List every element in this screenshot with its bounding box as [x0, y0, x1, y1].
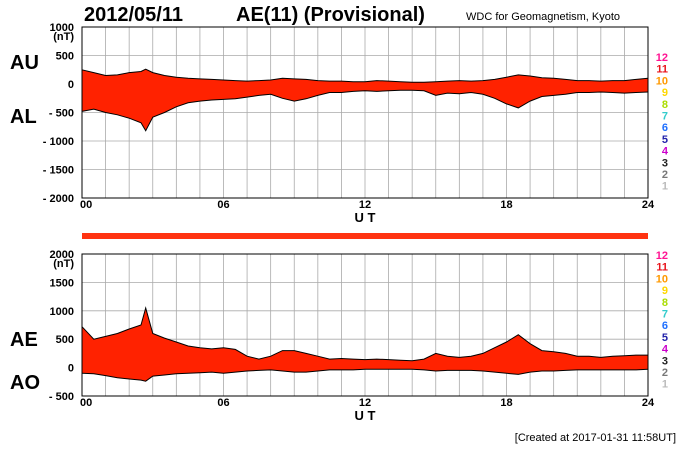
panel2-legend-item: 3 — [662, 355, 668, 367]
panel1-legend-item: 10 — [656, 75, 668, 87]
panel1-side-label-lower: AL — [10, 106, 37, 128]
panel2-ytick-label: - 500 — [49, 391, 74, 403]
panel2-xtick-label: 18 — [500, 397, 512, 409]
panel1-ytick-label: - 2000 — [43, 193, 74, 205]
panel2-side-label-lower: AO — [10, 372, 40, 394]
panel2-xtick-label: 24 — [642, 397, 655, 409]
panel1-x-axis-label: U T — [355, 210, 376, 225]
panel1-xtick-label: 00 — [80, 199, 92, 211]
panel1-ytick-label: 500 — [56, 51, 74, 63]
panel2-legend-item: 1 — [662, 379, 668, 391]
chart-title: AE(11) (Provisional) — [236, 4, 425, 26]
panel2-frame — [81, 253, 649, 397]
panel1-ytick-label: - 1000 — [43, 136, 74, 148]
panel2-xtick-label: 12 — [359, 397, 371, 409]
panel1-legend-item: 7 — [662, 111, 668, 123]
panel2-legend-item: 10 — [656, 273, 668, 285]
panel1-legend-item: 4 — [662, 146, 669, 158]
panel1-legend-item: 1 — [662, 181, 668, 193]
panel2-y-unit: (nT) — [53, 258, 74, 270]
separator-band — [82, 233, 648, 239]
panel1-legend-item: 3 — [662, 157, 668, 169]
panel2-fill-area — [82, 308, 648, 382]
panel1-xtick-label: 12 — [359, 199, 371, 211]
source-label: WDC for Geomagnetism, Kyoto — [466, 11, 621, 23]
date-label: 2012/05/11 — [84, 4, 183, 26]
panel1-legend-item: 8 — [662, 99, 668, 111]
panel1-legend-item: 11 — [656, 64, 668, 76]
panel2-legend-item: 4 — [662, 344, 669, 356]
created-timestamp: [Created at 2017-01-31 11:58UT] — [514, 432, 676, 444]
panel1-legend-item: 12 — [656, 52, 668, 64]
panel2-legend-item: 2 — [662, 367, 668, 379]
panel2-series-ae-line — [81, 306, 648, 362]
panel1-side-label-upper: AU — [10, 52, 39, 74]
panel2-xtick-label: 06 — [217, 397, 229, 409]
panel2-ytick-label: 500 — [56, 334, 74, 346]
panel1-ytick-label: 1000 — [50, 22, 74, 34]
panel1-ytick-label: - 1500 — [43, 165, 74, 177]
panel1-ytick-label: - 500 — [49, 108, 74, 120]
panel1-series-al-line — [81, 89, 649, 132]
panel2-legend-item: 12 — [656, 250, 668, 262]
panel1-xtick-label: 18 — [500, 199, 512, 211]
panel2-legend-item: 9 — [662, 285, 668, 297]
panel2-legend-item: 5 — [662, 332, 668, 344]
panel1-ytick-label: 0 — [68, 79, 74, 91]
panel1-y-unit: (nT) — [53, 31, 74, 43]
panel1-legend-item: 5 — [662, 134, 668, 146]
panel2-series-ao-line — [81, 368, 649, 382]
panel1-legend-item: 9 — [662, 87, 668, 99]
panel2-legend-item: 8 — [662, 297, 668, 309]
panel2-x-axis-label: U T — [355, 408, 376, 423]
panel1-xtick-label: 06 — [217, 199, 229, 211]
panel1-series-au-line — [81, 68, 649, 83]
panel2-legend-item: 11 — [656, 262, 668, 274]
panel1-xtick-label: 24 — [642, 199, 655, 211]
panel2-ytick-label: 2000 — [50, 249, 74, 261]
panel2-ytick-label: 0 — [68, 363, 74, 375]
panel1-legend-item: 2 — [662, 169, 668, 181]
panel2-legend-item: 7 — [662, 309, 668, 321]
panel1-fill-area — [82, 69, 648, 131]
panel1-legend-item: 6 — [662, 122, 668, 134]
panel2-side-label-upper: AE — [10, 329, 38, 351]
panel2-ytick-label: 1000 — [50, 306, 74, 318]
panel2-legend-item: 6 — [662, 320, 668, 332]
panel1-frame — [81, 26, 649, 199]
panel2-xtick-label: 00 — [80, 397, 92, 409]
panel2-ytick-label: 1500 — [50, 277, 74, 289]
